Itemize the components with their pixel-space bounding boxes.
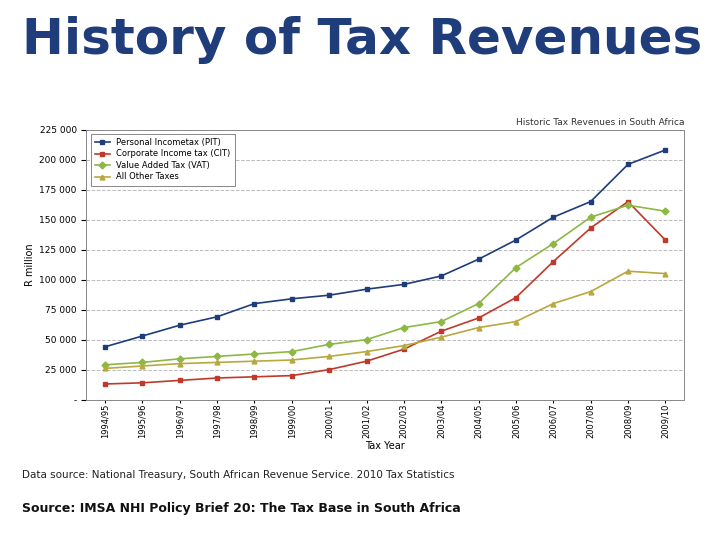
Personal Incometax (PIT): [586, 198, 595, 205]
All Other Taxes: [325, 353, 333, 360]
Personal Incometax (PIT): [325, 292, 333, 299]
Personal Incometax (PIT): [400, 281, 408, 288]
Value Added Tax (VAT): [250, 351, 258, 357]
Personal Incometax (PIT): [362, 286, 371, 293]
Corporate Income tax (CIT): [287, 373, 296, 379]
Corporate Income tax (CIT): [213, 375, 222, 381]
Value Added Tax (VAT): [624, 202, 632, 208]
Personal Incometax (PIT): [287, 295, 296, 302]
All Other Taxes: [362, 348, 371, 355]
Personal Incometax (PIT): [213, 314, 222, 320]
Value Added Tax (VAT): [549, 240, 557, 247]
All Other Taxes: [400, 342, 408, 349]
All Other Taxes: [101, 365, 109, 372]
All Other Taxes: [138, 363, 147, 369]
Line: Value Added Tax (VAT): Value Added Tax (VAT): [103, 202, 667, 367]
Corporate Income tax (CIT): [400, 346, 408, 353]
Personal Incometax (PIT): [176, 322, 184, 328]
Value Added Tax (VAT): [176, 355, 184, 362]
Value Added Tax (VAT): [362, 336, 371, 343]
All Other Taxes: [437, 334, 446, 340]
Personal Incometax (PIT): [474, 256, 483, 262]
Text: Historic Tax Revenues in South Africa: Historic Tax Revenues in South Africa: [516, 118, 684, 127]
Corporate Income tax (CIT): [512, 294, 521, 301]
Corporate Income tax (CIT): [138, 380, 147, 386]
All Other Taxes: [586, 288, 595, 295]
Corporate Income tax (CIT): [176, 377, 184, 383]
All Other Taxes: [512, 319, 521, 325]
Personal Incometax (PIT): [250, 300, 258, 307]
Line: All Other Taxes: All Other Taxes: [103, 269, 667, 371]
Personal Incometax (PIT): [624, 161, 632, 167]
Legend: Personal Incometax (PIT), Corporate Income tax (CIT), Value Added Tax (VAT), All: Personal Incometax (PIT), Corporate Inco…: [91, 134, 235, 186]
Value Added Tax (VAT): [661, 208, 670, 214]
Corporate Income tax (CIT): [362, 358, 371, 365]
Corporate Income tax (CIT): [549, 258, 557, 265]
Value Added Tax (VAT): [138, 359, 147, 366]
Corporate Income tax (CIT): [325, 366, 333, 373]
All Other Taxes: [213, 359, 222, 366]
Text: History of Tax Revenues in SA: History of Tax Revenues in SA: [22, 16, 720, 64]
All Other Taxes: [661, 271, 670, 277]
Corporate Income tax (CIT): [101, 381, 109, 387]
Y-axis label: R million: R million: [25, 244, 35, 286]
Personal Incometax (PIT): [549, 214, 557, 220]
All Other Taxes: [287, 357, 296, 363]
Corporate Income tax (CIT): [437, 328, 446, 334]
Personal Incometax (PIT): [101, 343, 109, 350]
Line: Corporate Income tax (CIT): Corporate Income tax (CIT): [103, 199, 667, 387]
Corporate Income tax (CIT): [624, 198, 632, 205]
Corporate Income tax (CIT): [250, 374, 258, 380]
Text: Source: IMSA NHI Policy Brief 20: The Tax Base in South Africa: Source: IMSA NHI Policy Brief 20: The Ta…: [22, 502, 460, 515]
Value Added Tax (VAT): [437, 319, 446, 325]
Value Added Tax (VAT): [512, 265, 521, 271]
Personal Incometax (PIT): [138, 333, 147, 339]
All Other Taxes: [549, 300, 557, 307]
X-axis label: Tax Year: Tax Year: [365, 441, 405, 451]
Text: Data source: National Treasury, South African Revenue Service. 2010 Tax Statisti: Data source: National Treasury, South Af…: [22, 470, 454, 480]
Personal Incometax (PIT): [512, 237, 521, 243]
Value Added Tax (VAT): [101, 362, 109, 368]
Corporate Income tax (CIT): [474, 315, 483, 321]
All Other Taxes: [474, 325, 483, 331]
Value Added Tax (VAT): [325, 341, 333, 348]
Corporate Income tax (CIT): [661, 237, 670, 243]
All Other Taxes: [250, 358, 258, 365]
All Other Taxes: [176, 360, 184, 367]
Personal Incometax (PIT): [437, 273, 446, 279]
Value Added Tax (VAT): [213, 353, 222, 360]
Corporate Income tax (CIT): [586, 225, 595, 231]
Value Added Tax (VAT): [400, 325, 408, 331]
Value Added Tax (VAT): [287, 348, 296, 355]
All Other Taxes: [624, 268, 632, 274]
Personal Incometax (PIT): [661, 147, 670, 153]
Value Added Tax (VAT): [474, 300, 483, 307]
Value Added Tax (VAT): [586, 214, 595, 220]
Line: Personal Incometax (PIT): Personal Incometax (PIT): [103, 147, 667, 349]
